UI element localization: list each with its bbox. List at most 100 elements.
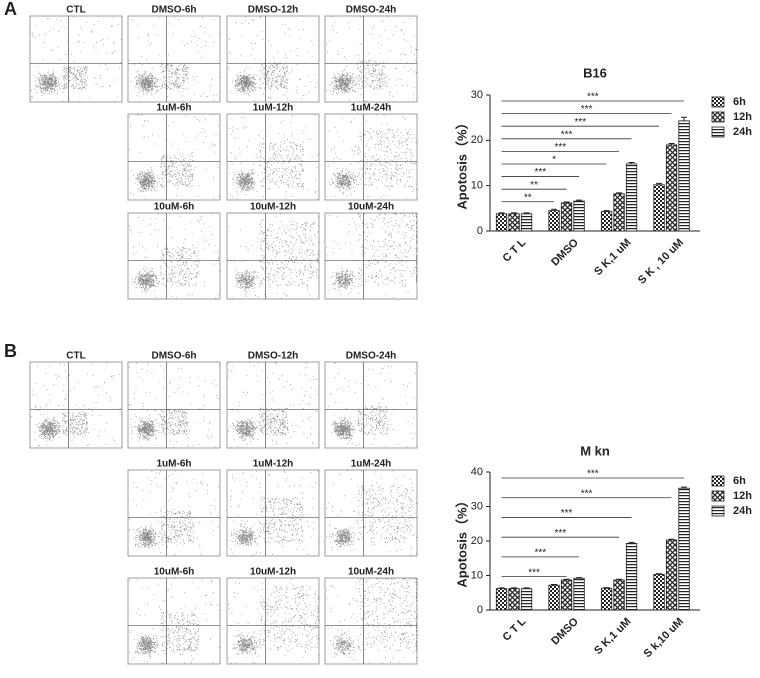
- plot-title: DMSO-6h: [152, 351, 197, 362]
- error-bar: [498, 587, 505, 589]
- flow-plot: [127, 577, 221, 665]
- bar: [613, 193, 625, 232]
- plot-title: 10uM-6h: [154, 202, 195, 213]
- bar: [495, 213, 508, 232]
- error-bar: [603, 210, 610, 212]
- legend-swatch: [711, 475, 725, 487]
- scatter-dots: [227, 362, 319, 448]
- bar: [625, 543, 638, 611]
- significance-label: ***: [561, 508, 573, 519]
- error-bar: [628, 162, 635, 164]
- plot-title: 10uM-12h: [250, 202, 296, 213]
- error-bar: [576, 577, 583, 579]
- plot-frame: [127, 15, 221, 103]
- flow-plot: [324, 469, 418, 557]
- error-bar: [511, 212, 518, 214]
- error-bar: [668, 143, 675, 145]
- legend-label: 6h: [733, 96, 746, 108]
- bar: [548, 584, 560, 611]
- plot-title: 10uM-24h: [348, 567, 394, 578]
- significance-label: ***: [554, 528, 566, 539]
- plot-frame: [324, 212, 418, 300]
- plot-title: DMSO-24h: [346, 351, 397, 362]
- significance-label: ***: [534, 167, 546, 178]
- significance-label: *: [552, 155, 556, 166]
- error-bar: [616, 578, 623, 580]
- significance-label: ***: [528, 567, 540, 578]
- error-bar: [603, 587, 610, 589]
- error-bar: [511, 587, 518, 589]
- plot-title: 1uM-24h: [351, 103, 392, 114]
- error-bar: [523, 587, 530, 589]
- legend-label: 24h: [733, 505, 752, 517]
- bar: [653, 184, 665, 232]
- error-bar: [563, 201, 570, 203]
- plot-title: DMSO-6h: [152, 5, 197, 16]
- bar: [508, 213, 520, 232]
- error-bar: [551, 208, 558, 211]
- plot-title: 1uM-24h: [351, 459, 392, 470]
- scatter-dots: [30, 362, 122, 447]
- flow-plot: [127, 15, 221, 103]
- plot-frame: [226, 113, 320, 201]
- significance-label: **: [530, 180, 538, 191]
- flow-plot: [226, 361, 320, 449]
- plot-title: DMSO-12h: [248, 351, 299, 362]
- significance-label: **: [524, 192, 532, 203]
- scatter-dots: [128, 470, 219, 556]
- scatter-dots: [325, 213, 417, 298]
- y-tick-label: 20: [471, 535, 483, 547]
- y-tick-label: 0: [477, 604, 483, 616]
- scatter-dots: [325, 16, 417, 102]
- significance-label: ***: [534, 548, 546, 559]
- scatter-dots: [128, 16, 220, 102]
- scatter-dots: [325, 470, 417, 556]
- x-tick-label: C T L: [500, 236, 528, 264]
- error-bar: [628, 541, 635, 544]
- significance-label: ***: [574, 117, 586, 128]
- bar: [600, 211, 613, 232]
- y-tick-label: 40: [471, 466, 483, 478]
- flow-plot: [226, 469, 320, 557]
- bar: [560, 579, 573, 611]
- legend-label: 24h: [733, 126, 752, 138]
- plot-title: CTL: [66, 351, 85, 362]
- x-tick-label: S K,1 uM: [592, 616, 633, 657]
- bar: [678, 487, 690, 611]
- error-bar: [576, 199, 583, 202]
- flow-plot: [324, 113, 418, 201]
- plot-title: 1uM-12h: [253, 459, 294, 470]
- bar: [508, 588, 520, 611]
- flow-plot: [127, 212, 221, 300]
- error-bar: [681, 116, 688, 121]
- significance-label: ***: [554, 142, 566, 153]
- significance-label: ***: [587, 92, 599, 103]
- scatter-dots: [228, 16, 318, 101]
- flow-plot: [324, 15, 418, 103]
- scatter-dots: [128, 578, 220, 664]
- plot-title: DMSO-24h: [346, 5, 397, 16]
- plot-title: CTL: [66, 5, 85, 16]
- panel-label: B: [4, 341, 17, 361]
- plot-frame: [324, 577, 418, 665]
- scatter-dots: [128, 362, 220, 448]
- flow-plot: [324, 577, 418, 665]
- flow-plot: [324, 361, 418, 449]
- bar: [573, 200, 585, 232]
- significance-label: ***: [561, 129, 573, 140]
- flow-plot: [226, 212, 320, 300]
- x-tick-label: S k,10 uM: [642, 616, 686, 660]
- y-tick-label: 10: [471, 180, 483, 192]
- chart-title: M kn: [580, 443, 610, 458]
- legend-swatch: [711, 111, 725, 123]
- legend-swatch: [711, 126, 725, 138]
- bar: [653, 574, 665, 611]
- error-bar: [563, 578, 570, 580]
- flow-plot: [127, 361, 221, 449]
- bar: [600, 587, 613, 611]
- significance-label: ***: [587, 469, 599, 480]
- scatter-dots: [326, 114, 417, 199]
- bar: [665, 144, 678, 232]
- bar: [625, 163, 638, 232]
